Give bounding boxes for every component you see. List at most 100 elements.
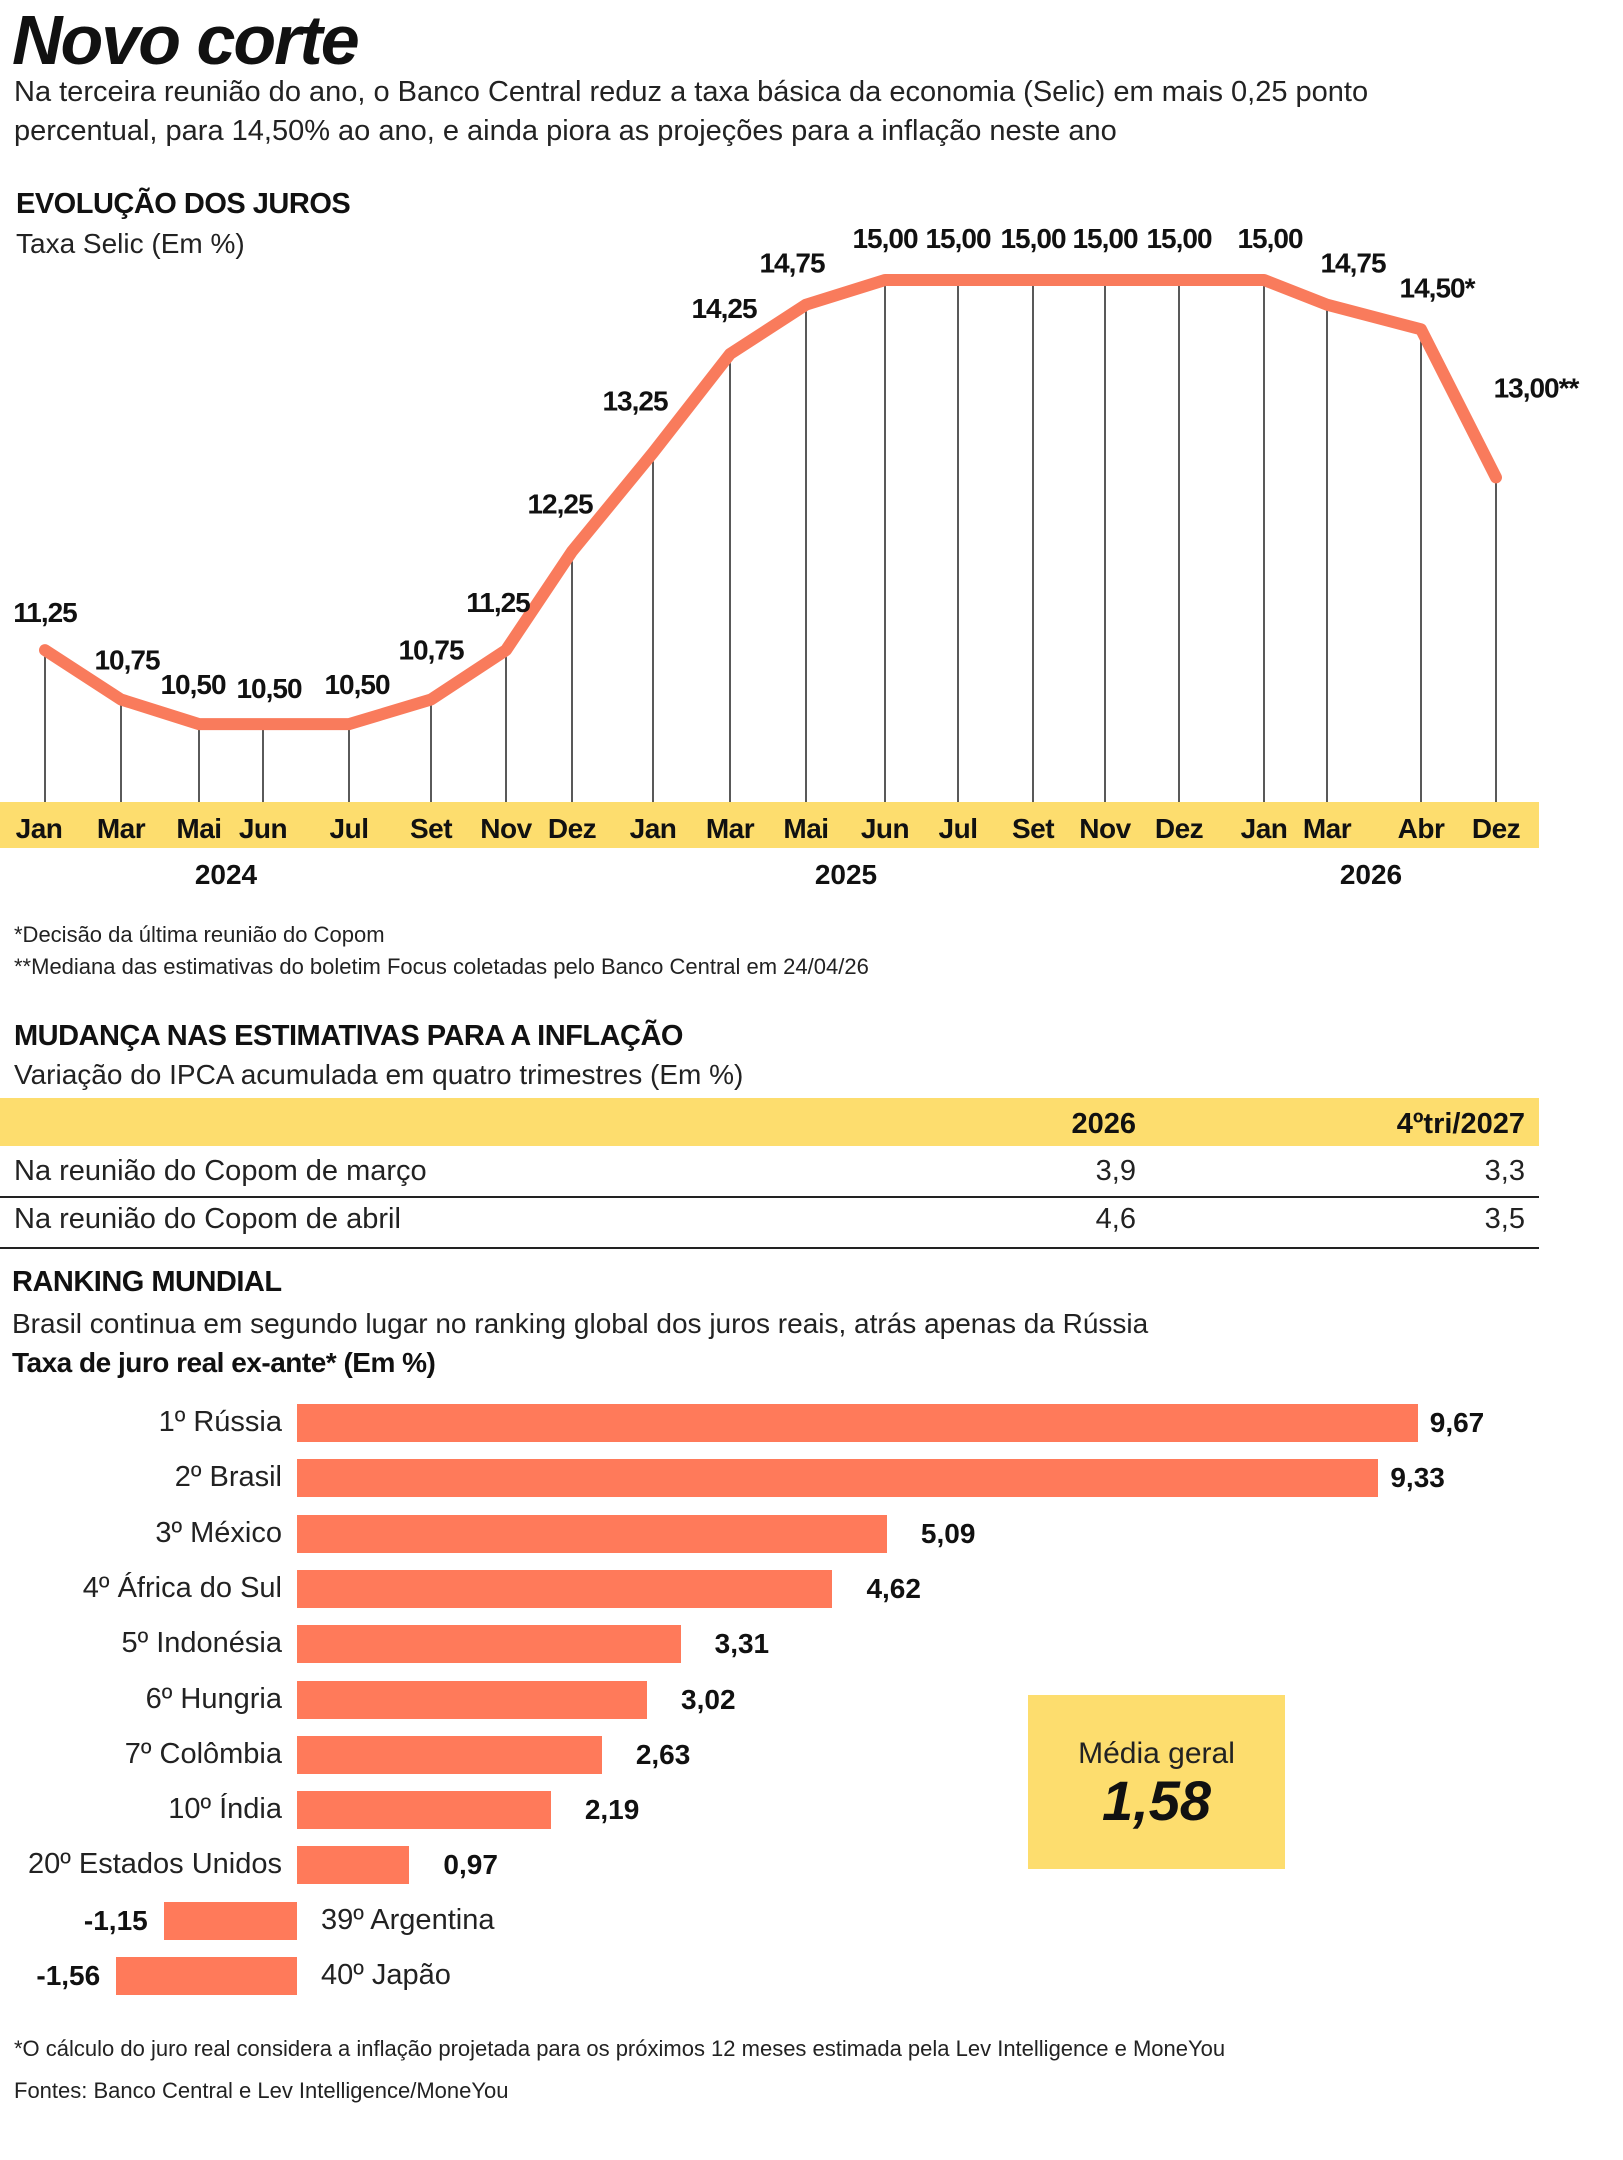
value-label: 2,63	[635, 1738, 691, 1770]
row-label: Na reunião do Copom de março	[14, 1155, 427, 1187]
data-label: 10,75	[398, 634, 463, 665]
data-label: 15,00	[925, 223, 990, 254]
x-tick-label: Dez	[1472, 813, 1520, 844]
x-tick-label: Mar	[706, 813, 755, 844]
x-tick-label: Jun	[861, 813, 909, 844]
ranking-subtitle: Brasil continua em segundo lugar no rank…	[12, 1308, 1149, 1339]
x-tick-label: Nov	[1079, 813, 1131, 844]
selic-footnote-1: *Decisão da última reunião do Copom	[14, 922, 385, 947]
ranking-footnote: *O cálculo do juro real considera a infl…	[14, 2036, 1226, 2061]
subtitle-line-2: percentual, para 14,50% ao ano, e ainda …	[14, 115, 1117, 147]
cell-2027: 3,5	[1484, 1203, 1525, 1235]
data-label: 13,25	[602, 386, 667, 417]
data-label: 15,00	[1072, 223, 1137, 254]
value-label: 9,33	[1390, 1462, 1445, 1494]
value-label: 3,31	[714, 1628, 770, 1660]
bar	[297, 1459, 1379, 1498]
bar	[297, 1404, 1418, 1442]
x-tick-label: Jul	[939, 813, 978, 844]
value-label: 2,19	[584, 1794, 640, 1826]
bar	[297, 1514, 887, 1553]
cell-2027: 3,3	[1484, 1155, 1525, 1187]
bar	[116, 1957, 297, 1995]
source-note: Fontes: Banco Central e Lev Intelligence…	[14, 2078, 509, 2103]
x-tick-label: Jul	[330, 813, 369, 844]
value-label: -1,15	[83, 1904, 148, 1936]
data-label: 14,50*	[1400, 272, 1476, 303]
ranking-title: RANKING MUNDIAL	[12, 1266, 282, 1298]
category-label: 6º Hungria	[145, 1682, 282, 1715]
category-label: 2º Brasil	[174, 1461, 282, 1494]
category-label: 4º África do Sul	[82, 1571, 282, 1604]
data-label: 10,75	[94, 644, 159, 675]
column-header-2026: 2026	[1071, 1108, 1136, 1140]
data-label: 14,75	[1320, 248, 1385, 279]
cell-2026: 4,6	[1095, 1203, 1136, 1235]
x-tick-label: Jan	[1241, 813, 1288, 844]
bar	[297, 1680, 648, 1719]
selic-chart-title: EVOLUÇÃO DOS JUROS	[16, 188, 351, 220]
value-label: -1,56	[36, 1960, 101, 1991]
selic-chart-subtitle: Taxa Selic (Em %)	[16, 228, 245, 259]
x-tick-label: Dez	[1155, 813, 1203, 844]
data-label: 11,25	[13, 597, 77, 628]
data-label: 10,50	[324, 669, 389, 700]
table-bottom-rule	[0, 1247, 1539, 1249]
category-label: 3º México	[155, 1516, 282, 1549]
value-label: 5,09	[920, 1517, 976, 1549]
subtitle-line-1: Na terceira reunião do ano, o Banco Cent…	[14, 76, 1369, 108]
value-label: 4,62	[866, 1572, 921, 1604]
x-tick-label: Mai	[176, 813, 221, 844]
average-value: 1,58	[1102, 1769, 1211, 1832]
category-label: 7º Colômbia	[124, 1737, 282, 1770]
data-label: 11,25	[466, 587, 530, 618]
x-tick-label: Nov	[480, 813, 532, 844]
table-row: Na reunião do Copom de abril 4,6 3,5	[0, 1203, 1539, 1241]
data-label: 14,25	[691, 293, 756, 324]
average-box: Média geral 1,58	[1028, 1695, 1285, 1869]
data-label: 12,25	[527, 488, 592, 519]
bar	[297, 1569, 833, 1608]
average-label: Média geral	[1078, 1737, 1235, 1770]
x-tick-label: Abr	[1398, 813, 1445, 844]
value-label: 3,02	[681, 1683, 736, 1715]
ranking-axis-label: Taxa de juro real ex-ante* (Em %)	[12, 1347, 436, 1378]
cell-2026: 3,9	[1095, 1155, 1136, 1187]
category-label: 39º Argentina	[321, 1903, 495, 1936]
bar	[297, 1625, 681, 1664]
bar	[297, 1735, 602, 1774]
bar	[163, 1901, 297, 1940]
data-label: 10,50	[236, 673, 301, 704]
data-label: 15,00	[1000, 223, 1065, 254]
inflation-table-title: MUDANÇA NAS ESTIMATIVAS PARA A INFLAÇÃO	[14, 1020, 683, 1052]
x-tick-label: Mar	[1303, 813, 1352, 844]
x-tick-label: Jan	[16, 813, 63, 844]
value-label: 0,97	[443, 1849, 498, 1881]
row-label: Na reunião do Copom de abril	[14, 1203, 401, 1235]
data-label: 13,00**	[1494, 372, 1580, 403]
data-label: 14,75	[759, 248, 824, 279]
data-label: 15,00	[1146, 223, 1211, 254]
selic-footnote-2: **Mediana das estimativas do boletim Foc…	[14, 954, 869, 979]
data-label: 15,00	[852, 223, 917, 254]
category-label: 5º Indonésia	[121, 1627, 282, 1660]
year-label: 2024	[195, 859, 258, 890]
page-title: Novo corte	[12, 1, 360, 79]
x-tick-label: Set	[1012, 813, 1054, 844]
column-header-2027: 4ºtri/2027	[1396, 1108, 1525, 1140]
x-tick-label: Dez	[548, 813, 596, 844]
data-label: 10,50	[160, 669, 225, 700]
value-label: 9,67	[1429, 1407, 1485, 1438]
x-tick-label: Set	[410, 813, 452, 844]
category-label: 20º Estados Unidos	[27, 1848, 282, 1881]
category-label: 40º Japão	[321, 1959, 451, 1991]
table-row: Na reunião do Copom de março 3,9 3,3	[0, 1155, 1539, 1193]
category-label: 10º Índia	[168, 1793, 282, 1826]
x-axis-band	[0, 802, 1539, 848]
x-tick-label: Mai	[783, 813, 828, 844]
bar	[297, 1791, 551, 1830]
bar	[297, 1846, 410, 1885]
selic-series-line	[39, 274, 1502, 731]
x-tick-label: Mar	[97, 813, 146, 844]
